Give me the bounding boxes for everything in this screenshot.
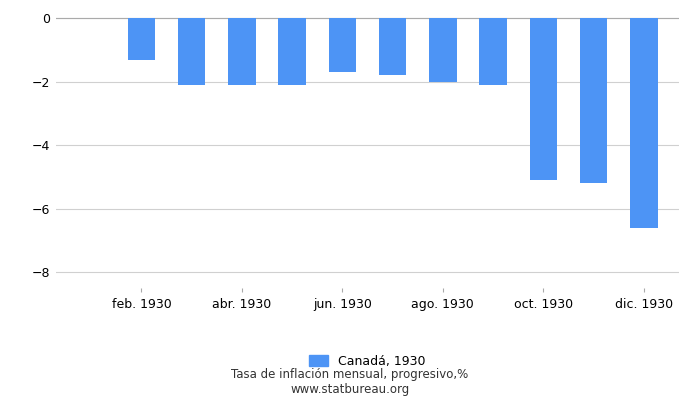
Bar	[529, 18, 557, 180]
Bar	[279, 18, 306, 85]
Bar	[328, 18, 356, 72]
Bar	[580, 18, 608, 183]
Bar	[127, 18, 155, 60]
Legend: Canadá, 1930: Canadá, 1930	[309, 355, 426, 368]
Bar	[379, 18, 407, 76]
Text: www.statbureau.org: www.statbureau.org	[290, 383, 410, 396]
Bar	[228, 18, 256, 85]
Bar	[178, 18, 206, 85]
Bar	[429, 18, 456, 82]
Bar	[630, 18, 657, 228]
Text: Tasa de inflación mensual, progresivo,%: Tasa de inflación mensual, progresivo,%	[232, 368, 468, 381]
Bar	[480, 18, 507, 85]
